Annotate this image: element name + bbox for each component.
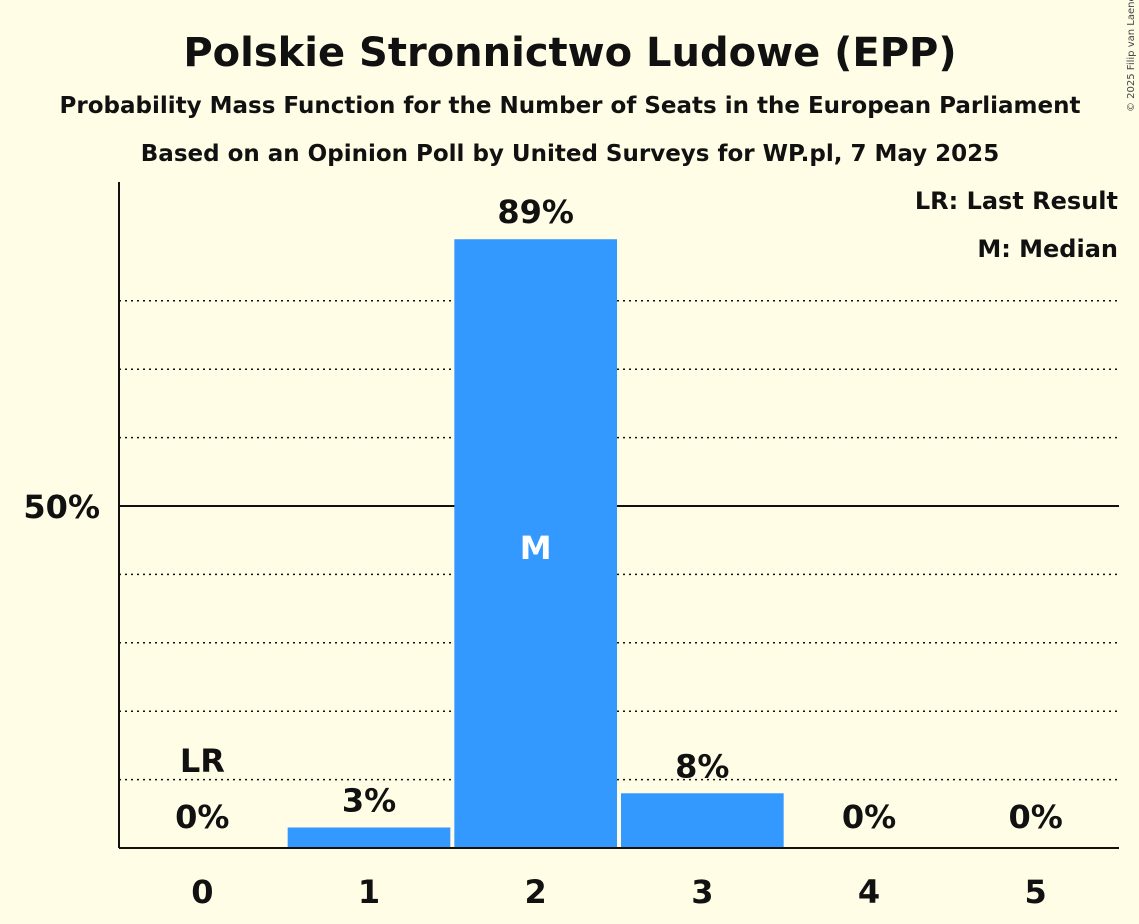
value-label-1: 3% [342, 781, 396, 819]
x-tick-label-0: 0 [191, 873, 213, 911]
legend-last-result: LR: Last Result [915, 187, 1118, 215]
chart-title: Polskie Stronnictwo Ludowe (EPP) [183, 30, 956, 76]
bar-2 [454, 239, 617, 849]
chart-subtitle: Probability Mass Function for the Number… [60, 93, 1081, 119]
x-tick-label-3: 3 [691, 873, 713, 911]
chart-source: Based on an Opinion Poll by United Surve… [141, 141, 999, 167]
legend-median: M: Median [977, 235, 1118, 263]
x-tick-label-2: 2 [525, 873, 547, 911]
bar-1 [287, 827, 451, 848]
value-label-0: 0% [175, 798, 229, 836]
gridlines [119, 300, 1119, 781]
x-tick-label-4: 4 [858, 873, 880, 911]
median-marker: M [520, 529, 552, 567]
x-axis-ticks: 0 1 2 3 4 5 [191, 873, 1047, 911]
y-tick-label: 50% [23, 488, 100, 526]
bars [287, 239, 784, 849]
y-axis-ticks: 50% [23, 488, 100, 526]
copyright-notice: © 2025 Filip van Laenen [1126, 0, 1137, 112]
value-label-5: 0% [1009, 798, 1063, 836]
last-result-marker: LR [180, 742, 225, 780]
value-label-4: 0% [842, 798, 896, 836]
value-label-2: 89% [497, 193, 574, 231]
x-tick-label-5: 5 [1025, 873, 1047, 911]
bar-3 [621, 793, 784, 848]
data-labels: 0% LR 3% 89% M 8% 0% 0% [175, 193, 1063, 836]
value-label-3: 8% [675, 747, 729, 785]
x-tick-label-1: 1 [358, 873, 380, 911]
